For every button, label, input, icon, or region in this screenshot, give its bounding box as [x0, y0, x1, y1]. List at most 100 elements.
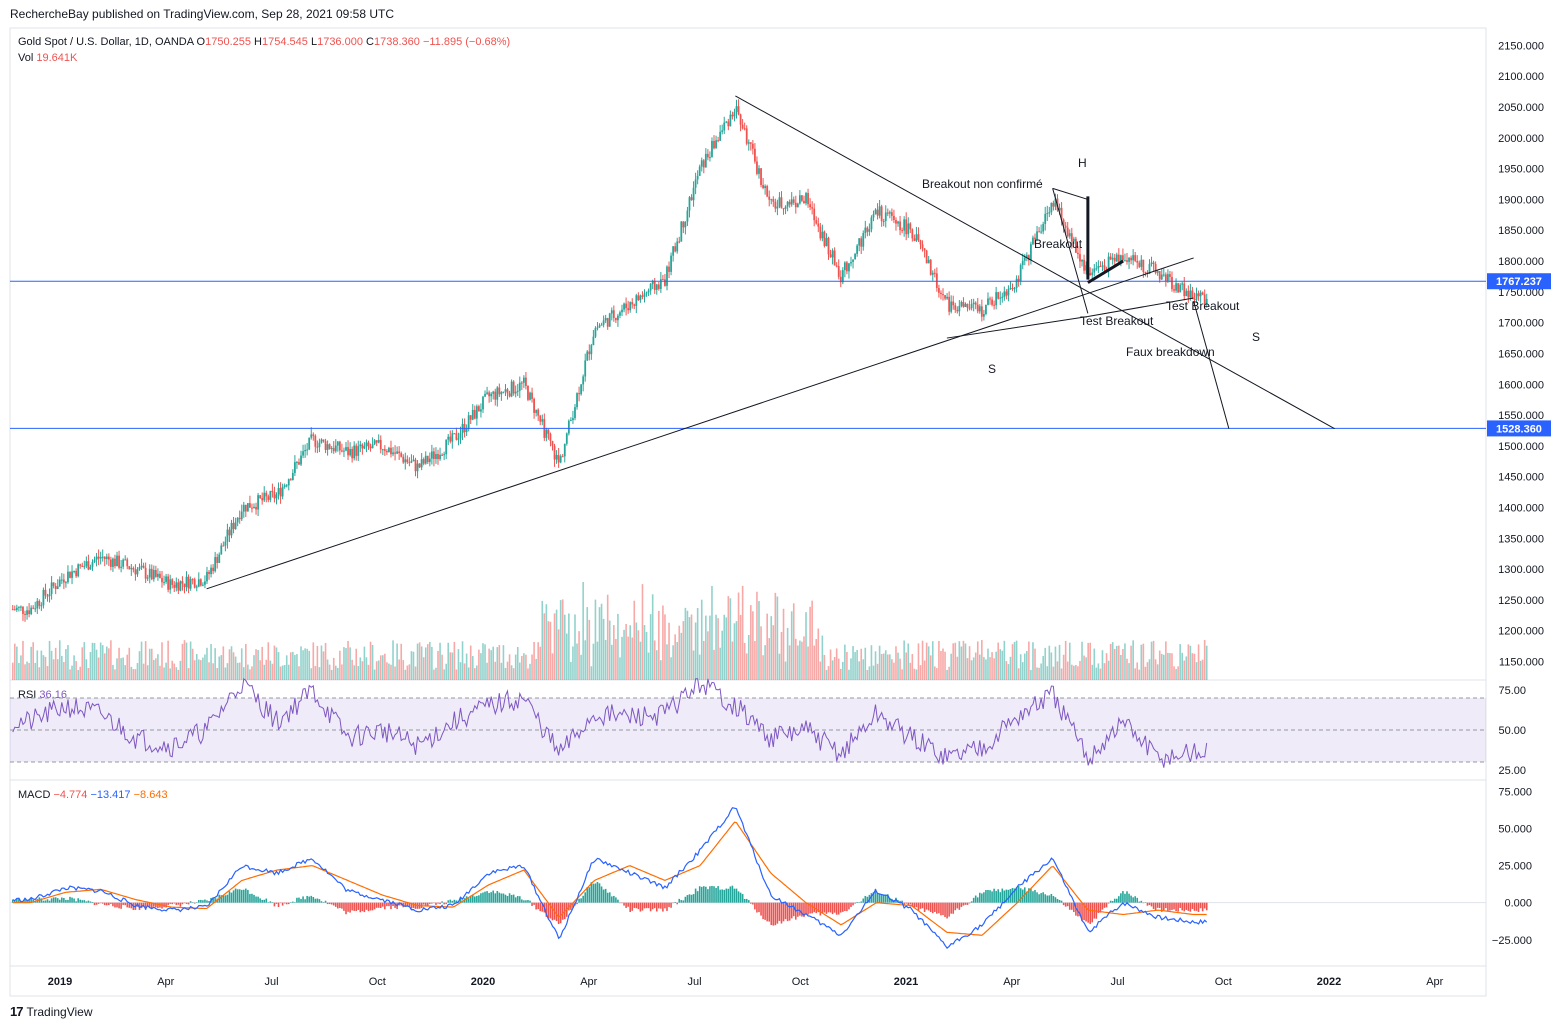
macd-histogram-bar: [54, 897, 57, 903]
candle-body: [154, 570, 157, 577]
macd-histogram-bar: [985, 890, 987, 903]
macd-histogram-bar: [265, 898, 268, 903]
candle-body: [232, 522, 235, 530]
macd-histogram-bar: [300, 898, 302, 903]
candle-body: [1132, 255, 1135, 261]
macd-histogram-bar: [584, 892, 587, 903]
candle-body: [17, 606, 20, 608]
macd-histogram-bar: [339, 902, 341, 909]
volume-bar: [1017, 668, 1020, 680]
volume-bar: [500, 662, 503, 680]
level-price-tag: [1487, 420, 1551, 437]
volume-bar: [676, 641, 679, 680]
macd-histogram-bar: [1050, 893, 1053, 903]
volume-bar: [572, 646, 574, 680]
volume-bar: [406, 665, 409, 680]
macd-histogram-bar: [981, 893, 983, 903]
candle-body: [778, 197, 781, 207]
macd-histogram-bar: [727, 888, 730, 903]
candle-body: [584, 360, 587, 377]
volume-bar: [854, 652, 856, 680]
candle-body: [1140, 259, 1143, 267]
macd-histogram-bar: [330, 902, 333, 905]
macd-histogram-bar: [776, 902, 779, 924]
price-tick-label: 1600.000: [1498, 379, 1544, 391]
volume-bar: [414, 666, 417, 680]
macd-histogram-bar: [627, 902, 629, 907]
candle-body: [1191, 290, 1194, 300]
volume-bar: [408, 664, 411, 680]
volume-bar: [655, 650, 658, 680]
candle-body: [694, 179, 697, 188]
volume-bar: [197, 659, 200, 680]
volume-bar: [167, 640, 169, 680]
candle-body: [684, 221, 687, 228]
volume-bar: [1093, 648, 1096, 680]
macd-histogram-bar: [1019, 888, 1022, 903]
candle-body: [911, 229, 914, 239]
macd-histogram-bar: [1034, 890, 1036, 903]
candle-body: [44, 589, 47, 596]
volume-bar: [590, 666, 593, 680]
volume-bar: [337, 667, 339, 680]
candle-body: [1083, 259, 1085, 271]
candle-body: [275, 494, 278, 499]
candle-body: [972, 302, 975, 305]
volume-bar: [747, 635, 750, 680]
macd-histogram-bar: [829, 902, 832, 913]
volume-bar: [114, 669, 116, 680]
candle-body: [1175, 283, 1177, 291]
volume-bar: [580, 654, 582, 680]
macd-histogram-bar: [204, 899, 206, 903]
candle-body: [1044, 213, 1047, 224]
candle-body: [756, 161, 758, 174]
volume-bar: [537, 642, 539, 680]
volume-bar: [298, 666, 300, 680]
macd-histogram-bar: [1040, 893, 1042, 903]
candle-body: [780, 197, 783, 209]
candle-body: [437, 454, 439, 460]
macd-histogram-bar: [958, 902, 961, 910]
volume-bar: [132, 669, 135, 680]
volume-bar: [903, 640, 905, 680]
candle-body: [803, 200, 805, 204]
candle-body: [643, 293, 646, 297]
candle-body: [1148, 263, 1151, 274]
candle-body: [754, 148, 756, 162]
candle-body: [1048, 212, 1051, 214]
volume-bar: [290, 652, 292, 680]
footer-brand[interactable]: 17 TradingView: [10, 1004, 93, 1019]
volume-bar: [1009, 656, 1012, 680]
time-tick-label: Jul: [264, 976, 278, 988]
candle-body: [1019, 265, 1022, 282]
macd-histogram-bar: [79, 899, 82, 903]
volume-bar: [602, 618, 605, 680]
volume-bar: [502, 645, 505, 680]
candle-body: [1003, 291, 1006, 297]
volume-bar: [204, 654, 206, 680]
volume-bar: [1144, 666, 1147, 680]
candle-body: [269, 490, 272, 500]
volume-bar: [1109, 643, 1112, 680]
volume-bar: [449, 652, 452, 680]
candle-body: [1156, 271, 1159, 273]
volume-bar: [643, 625, 646, 680]
volume-bar: [326, 659, 329, 680]
macd-histogram-bar: [290, 902, 292, 903]
volume-bar: [214, 648, 216, 680]
volume-bar: [490, 650, 492, 680]
macd-histogram-bar: [848, 902, 850, 910]
candle-body: [185, 576, 188, 588]
volume-bar: [492, 646, 495, 680]
volume-bar: [44, 656, 47, 680]
volume-bar: [1175, 669, 1177, 680]
published-caption: RechercheBay published on TradingView.co…: [10, 7, 395, 21]
candle-body: [480, 409, 482, 412]
candle-body: [246, 503, 249, 512]
volume-bar: [1026, 650, 1028, 680]
candle-body: [1126, 260, 1128, 262]
volume-bar: [1071, 664, 1073, 680]
volume-bar: [283, 665, 286, 680]
